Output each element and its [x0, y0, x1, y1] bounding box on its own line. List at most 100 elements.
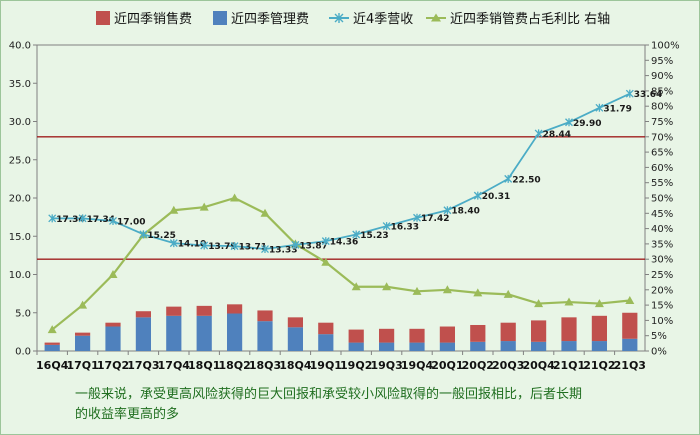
bar-sales-expense: [379, 328, 395, 343]
right-axis-tick-label: 95%: [651, 56, 673, 67]
revenue-point: [443, 206, 452, 215]
ratio-point: [473, 288, 483, 297]
bar-admin-expense: [531, 341, 547, 351]
left-axis-tick-label: 15.0: [9, 232, 31, 243]
right-axis-tick-label: 60%: [651, 163, 673, 174]
bar-sales-expense: [135, 311, 151, 318]
legend-label-ratio: 近四季销管费占毛利比 右轴: [450, 12, 610, 27]
plot-area: 0.0 5.0 10.0 15.0 20.0 25.0 30.0 35.0 40.0 0% 5% 10…: [9, 41, 680, 373]
right-axis-tick-label: 30%: [651, 255, 673, 266]
x-axis-tick-label: 18Q1: [188, 359, 220, 372]
legend-label-sales-expense: 近四季销售费: [114, 11, 192, 27]
bar-admin-expense: [470, 341, 486, 351]
x-axis-tick-label: 20Q1: [431, 359, 463, 372]
revenue-data-label: 14.10: [178, 240, 206, 250]
bar-admin-expense: [379, 342, 395, 351]
revenue-point: [109, 216, 117, 225]
bar-sales-expense: [348, 329, 364, 343]
revenue-point: [139, 230, 148, 239]
revenue-point: [565, 118, 573, 127]
bar-admin-expense: [591, 341, 607, 351]
bar-sales-expense: [591, 315, 607, 342]
revenue-data-label: 18.40: [451, 207, 479, 217]
x-axis-tick-label: 17Q1: [66, 359, 98, 372]
bar-sales-expense: [531, 320, 547, 342]
right-axis-tick-label: 85%: [651, 86, 673, 97]
bar-admin-expense: [439, 342, 455, 351]
legend-swatch-sales-expense: [96, 11, 110, 25]
x-axis-tick-label: 18Q2: [218, 359, 250, 372]
right-axis-tick-label: 35%: [651, 239, 673, 250]
bar-sales-expense: [75, 332, 91, 336]
plot-border: [36, 44, 646, 352]
revenue-data-label: 17.34: [87, 215, 115, 225]
revenue-data-label: 17.00: [117, 217, 145, 227]
x-axis-tick-label: 19Q3: [370, 359, 402, 372]
right-axis-tick-label: 15%: [651, 301, 673, 312]
ratio-point: [169, 205, 179, 214]
right-axis-tick-label: 10%: [651, 316, 673, 327]
left-axis-tick-label: 40.0: [9, 41, 31, 52]
ratio-point: [412, 286, 422, 295]
revenue-data-label: 22.50: [512, 175, 540, 185]
x-axis-tick-label: 21Q2: [583, 359, 615, 372]
revenue-point: [321, 237, 330, 246]
note-line-2: 的收益率更高的多: [75, 407, 180, 422]
legend: 近四季销售费 近四季管理费 近4季营收 近四季销管费占毛利比 右轴: [96, 11, 610, 27]
bar-admin-expense: [227, 313, 243, 351]
bar-admin-expense: [166, 315, 182, 351]
revenue-point: [625, 89, 634, 98]
revenue-line: [52, 92, 631, 250]
ratio-point: [503, 289, 513, 298]
x-axis-tick-label: 21Q1: [553, 359, 585, 372]
ratio-point: [594, 299, 604, 308]
revenue-data-label: 29.90: [573, 119, 601, 129]
left-axis-tick-label: 5.0: [15, 308, 31, 319]
revenue-point: [595, 103, 604, 112]
x-axis-tick-label: 17Q3: [127, 359, 159, 372]
bar-sales-expense: [561, 317, 577, 342]
right-axis-tick-label: 50%: [651, 194, 673, 205]
x-axis-tick-label: 20Q3: [492, 359, 524, 372]
right-axis-tick-label: 40%: [651, 224, 673, 235]
revenue-point: [261, 245, 269, 254]
x-axis-tick-label: 20Q4: [522, 359, 555, 372]
bar-admin-expense: [409, 342, 425, 351]
bar-sales-expense: [257, 310, 273, 322]
ratio-point: [47, 325, 57, 334]
revenue-point: [382, 222, 391, 231]
left-axis-tick-label: 30.0: [9, 117, 31, 128]
bar-sales-expense: [196, 305, 212, 316]
revenue-point: [534, 129, 543, 138]
revenue-point: [200, 241, 209, 250]
revenue-data-label: 17.34: [56, 215, 84, 225]
legend-label-admin-expense: 近四季管理费: [231, 12, 309, 27]
revenue-point: [352, 230, 361, 239]
ratio-point: [230, 193, 240, 202]
ratio-point: [321, 257, 331, 266]
bar-admin-expense: [500, 341, 516, 351]
revenue-data-label: 31.79: [603, 104, 631, 114]
revenue-data-label: 16.33: [391, 223, 419, 233]
bar-sales-expense: [470, 324, 486, 342]
bar-admin-expense: [348, 342, 364, 351]
bar-sales-expense: [227, 304, 243, 314]
x-axis-tick-label: 20Q2: [462, 359, 494, 372]
bar-sales-expense: [166, 306, 182, 316]
x-axis-tick-label: 17Q2: [97, 359, 129, 372]
left-axis-tick-label: 35.0: [9, 79, 31, 90]
revenue-data-label: 20.31: [482, 192, 510, 202]
bar-admin-expense: [105, 326, 121, 351]
ratio-point: [351, 282, 361, 291]
note-line-1: 一般来说，承受更高风险获得的巨大回报和承受较小风险取得的一般回报相比，后者长期: [75, 387, 583, 402]
ratio-point: [382, 282, 392, 291]
legend-label-revenue: 近4季营收: [353, 12, 413, 27]
x-axis-tick-label: 21Q3: [614, 359, 646, 372]
revenue-point: [473, 191, 482, 200]
right-axis-tick-label: 5%: [651, 331, 667, 342]
legend-marker-ratio: [426, 13, 446, 22]
bar-sales-expense: [287, 317, 303, 328]
right-axis-tick-label: 65%: [651, 148, 673, 159]
